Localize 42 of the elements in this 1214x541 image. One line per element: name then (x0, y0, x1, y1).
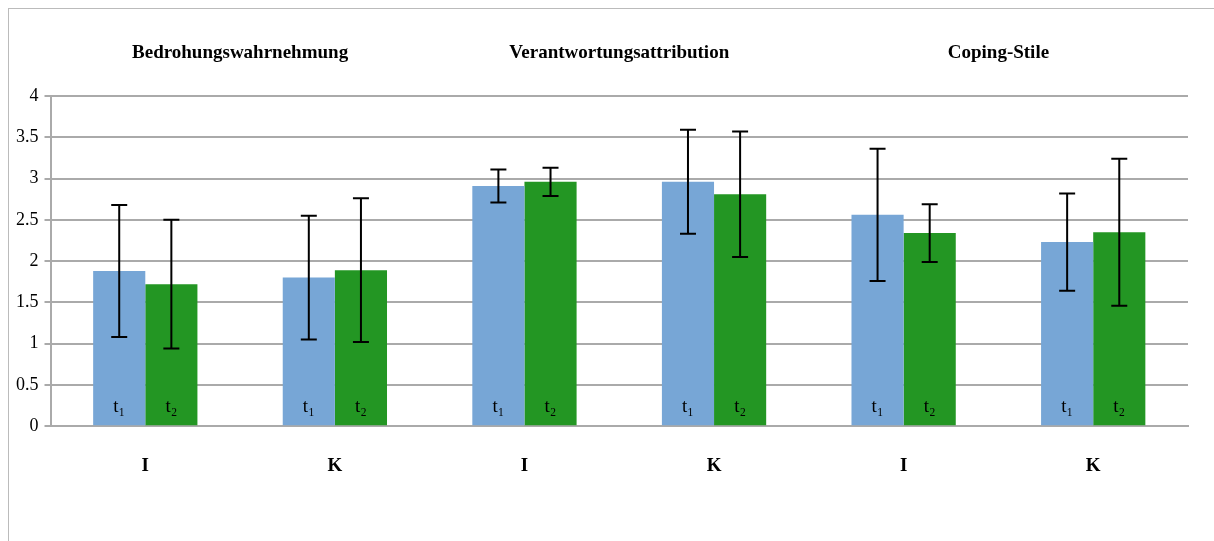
y-tick-label: 1 (29, 332, 39, 353)
text: t₁ (492, 395, 505, 417)
text: t₂ (544, 395, 557, 417)
text: t₁ (871, 395, 884, 417)
y-tick-label: 0.5 (16, 373, 39, 394)
bar (903, 233, 956, 426)
text: t₂ (1113, 395, 1126, 417)
text: t₂ (923, 395, 936, 417)
y-tick-label: 0 (29, 414, 39, 435)
y-tick-label: 2.5 (16, 208, 39, 229)
x-tick-label: K (327, 453, 343, 475)
text: Verantwortungsattribution (509, 40, 730, 62)
bar (661, 181, 715, 426)
series-label: t₁ (113, 395, 126, 417)
bar (145, 284, 198, 426)
bar (851, 214, 904, 426)
x-tick-label: K (1085, 453, 1101, 475)
bar (714, 194, 767, 426)
text: Bedrohungswahrnehmung (132, 40, 349, 62)
x-tick-label: I (520, 453, 529, 475)
series-label: t₂ (165, 395, 178, 417)
x-tick-label: I (899, 453, 908, 475)
x-tick-label: I (141, 453, 149, 475)
x-tick-label: K (706, 453, 722, 475)
text: Coping-Stile (947, 40, 1050, 62)
text: t₁ (682, 395, 694, 417)
bar (1041, 242, 1094, 426)
y-tick-label: 1.5 (16, 291, 39, 312)
y-tick-label: 2 (29, 249, 39, 270)
y-tick-label: 3.5 (16, 126, 39, 147)
text: t₂ (734, 395, 747, 417)
text: t₁ (302, 395, 315, 417)
y-tick-label: 4 (29, 84, 39, 105)
bar (524, 181, 577, 426)
bar (282, 277, 335, 426)
bar (472, 185, 525, 426)
bar (93, 271, 146, 426)
bar (334, 270, 388, 426)
bar (1093, 232, 1146, 426)
text: t₂ (354, 395, 367, 417)
text: t₁ (1061, 395, 1074, 417)
y-tick-label: 3 (29, 167, 39, 188)
